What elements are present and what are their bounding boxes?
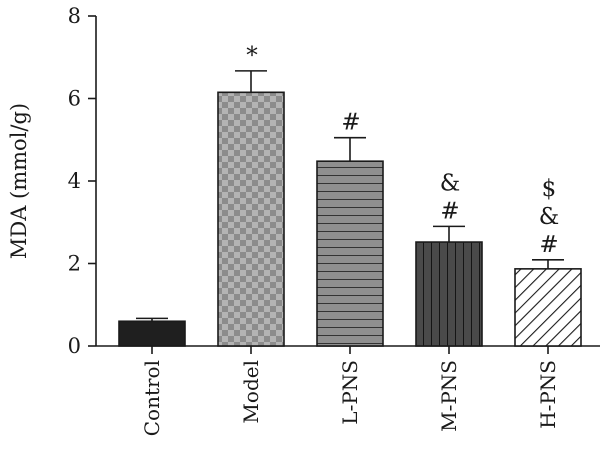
significance-marker: #: [539, 232, 558, 258]
significance-marker: *: [246, 43, 258, 69]
bars: *##&#&$: [118, 43, 582, 347]
x-tick-label: Model: [239, 360, 263, 424]
y-tick-label: 4: [68, 169, 81, 193]
bar: [118, 320, 186, 347]
x-axis: Control Model L-PNS M-PNS H-PNS: [96, 345, 600, 436]
significance-marker: &: [440, 170, 460, 196]
significance-marker: &: [539, 204, 559, 230]
x-tick-label: H-PNS: [536, 360, 560, 429]
bar: [217, 91, 285, 347]
x-tick-label: M-PNS: [437, 360, 461, 432]
y-axis-label: MDA (mmol/g): [7, 103, 31, 259]
significance-marker: #: [440, 198, 459, 224]
significance-marker: #: [341, 110, 360, 136]
x-ticks: Control Model L-PNS M-PNS H-PNS: [140, 346, 560, 436]
x-tick-label: L-PNS: [338, 360, 362, 425]
y-tick-label: 8: [68, 4, 81, 28]
bar: [514, 268, 582, 347]
y-axis: 0 2 4 6 8 MDA (mmol/g): [7, 4, 97, 358]
bar: [415, 241, 483, 347]
y-tick-label: 0: [68, 334, 81, 358]
x-tick-label: Control: [140, 360, 164, 436]
y-tick-label: 6: [68, 87, 81, 111]
y-tick-label: 2: [68, 252, 81, 276]
significance-marker: $: [542, 176, 557, 202]
bar: [316, 160, 384, 347]
y-ticks: 0 2 4 6 8: [68, 4, 96, 358]
